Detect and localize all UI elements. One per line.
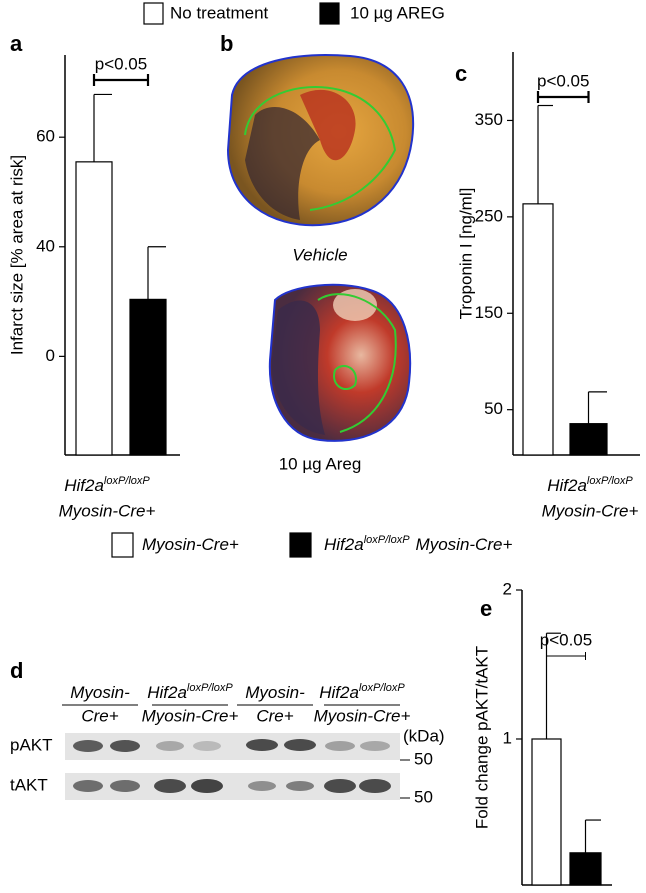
bar (531, 738, 562, 886)
blot-group-label-sup: loxP/loxP (359, 682, 406, 694)
bar (129, 298, 167, 456)
y-tick-label: 350 (475, 110, 503, 129)
y-tick-label: 1 (503, 728, 512, 747)
panel-label: d (10, 658, 23, 683)
blot-group-label: Myosin- (70, 683, 130, 702)
bar (522, 203, 554, 456)
x-axis-label-part: Hif2a (64, 476, 104, 495)
bar (569, 423, 608, 456)
blot-group-label: Hif2aloxP/loxP (147, 682, 233, 703)
blot-group-label-part: Myosin- (70, 683, 130, 702)
annotation: p<0.05 (537, 71, 589, 90)
y-tick-label: 40 (36, 236, 55, 255)
x-axis-label: Myosin-Cre+ (542, 501, 639, 520)
blot-marker: 50 (414, 749, 433, 768)
bar (569, 852, 602, 886)
y-tick-label: 150 (475, 303, 503, 322)
y-tick-label: 0 (46, 346, 55, 365)
x-axis-label: Myosin-Cre+ (59, 501, 156, 520)
blot-group-label: Myosin-Cre+ (314, 706, 411, 725)
heart-vehicle (226, 54, 414, 227)
blot-marker: 50 (414, 787, 433, 806)
blot (65, 733, 410, 800)
blot-group-label: Cre+ (81, 706, 118, 725)
panel-label: c (455, 61, 467, 86)
blot-group-label-part: Hif2a (147, 683, 187, 702)
y-axis-label: Infarct size [% area at risk] (7, 155, 26, 355)
legend-swatch (319, 2, 340, 25)
blot-group-label-part: Hif2a (319, 683, 359, 702)
blot-row-label: tAKT (10, 775, 48, 794)
legend-label: No treatment (170, 3, 269, 22)
legend-label-part: Hif2a (324, 535, 364, 554)
legend-swatch (289, 532, 312, 558)
bar (75, 161, 113, 456)
panel-label: e (480, 596, 492, 621)
blot-group-label: Myosin- (245, 683, 305, 702)
panel-label: b (220, 31, 233, 56)
image-caption: Vehicle (292, 245, 347, 264)
legend-label-sup: loxP/loxP (364, 534, 411, 546)
x-axis-label-sup: loxP/loxP (104, 475, 151, 487)
blot-group-label-sup: loxP/loxP (187, 682, 234, 694)
blot-group-label: Myosin-Cre+ (142, 706, 239, 725)
legend-swatch (143, 2, 164, 25)
y-tick-label: 50 (484, 399, 503, 418)
blot-group-label: Cre+ (256, 706, 293, 725)
heart-areg (268, 283, 412, 442)
legend-label: 10 µg AREG (350, 3, 445, 22)
x-axis-label-sup: loxP/loxP (587, 475, 634, 487)
blot-group-label: Hif2aloxP/loxP (319, 682, 405, 703)
image-caption: 10 µg Areg (279, 454, 362, 473)
legend-label: Myosin-Cre+ (142, 535, 239, 554)
y-axis-label: Fold change pAKT/tAKT (472, 646, 491, 829)
y-tick-label: 2 (503, 579, 512, 598)
x-axis-label: Hif2aloxP/loxP (64, 475, 150, 496)
y-tick-label: 60 (36, 127, 55, 146)
annotation: p<0.05 (95, 54, 147, 73)
x-axis-label-part: Hif2a (547, 476, 587, 495)
panel-label: a (10, 31, 23, 56)
annotation: p<0.05 (540, 630, 592, 649)
legend-label-part: Myosin-Cre+ (142, 535, 239, 554)
y-axis-label: Troponin I [ng/ml] (456, 188, 475, 320)
legend-label-part: Myosin-Cre+ (416, 535, 513, 554)
blot-row-label: pAKT (10, 735, 53, 754)
blot-group-label-part: Myosin- (245, 683, 305, 702)
legend-swatch (111, 532, 134, 558)
blot-unit: (kDa) (403, 726, 445, 745)
legend-label: Hif2aloxP/loxP Myosin-Cre+ (324, 534, 512, 555)
x-axis-label: Hif2aloxP/loxP (547, 475, 633, 496)
y-tick-label: 250 (475, 206, 503, 225)
